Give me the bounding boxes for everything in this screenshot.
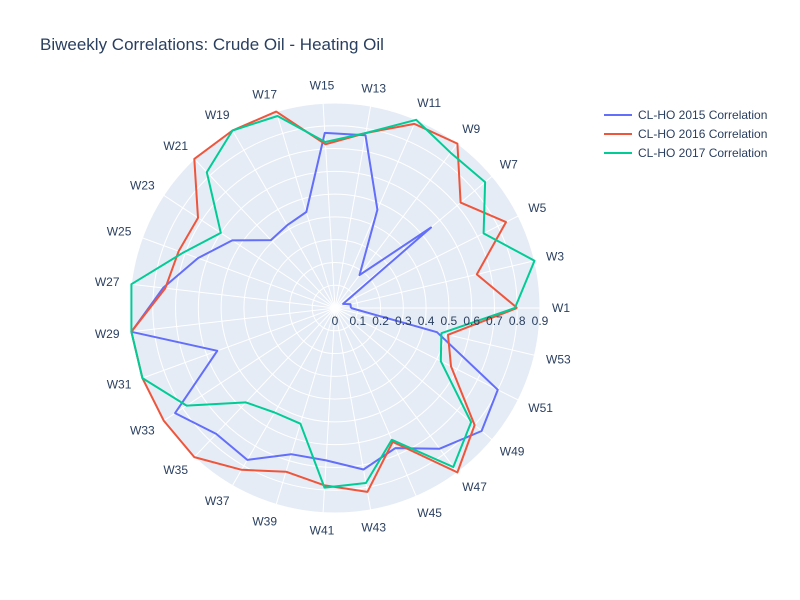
- radial-gridline: [152, 125, 518, 491]
- angular-tick-label: W15: [310, 78, 335, 92]
- angular-tick-label: W19: [205, 108, 230, 122]
- angular-gridline: [193, 307, 336, 458]
- angular-gridline: [142, 237, 336, 309]
- angular-tick-label: W25: [107, 225, 132, 239]
- radial-gridline: [266, 239, 404, 377]
- angular-gridline: [275, 111, 336, 309]
- angular-tick-label: W21: [163, 139, 188, 153]
- angular-tick-label: W41: [310, 524, 335, 538]
- angular-gridline: [334, 143, 458, 309]
- angular-tick-label: W5: [528, 201, 546, 215]
- legend-item-2[interactable]: CL-HO 2016 Correlation: [604, 127, 767, 141]
- angular-gridline: [334, 260, 535, 309]
- angular-tick-label: W53: [546, 352, 571, 366]
- radial-tick-label: 0.6: [463, 314, 480, 328]
- angular-gridline: [193, 158, 336, 309]
- angular-tick-label: W13: [361, 81, 386, 95]
- angular-tick-label: W9: [462, 122, 480, 136]
- angular-tick-label: W31: [107, 377, 132, 391]
- radial-tick-label: 0: [332, 314, 339, 328]
- angular-tick-label: W39: [252, 515, 277, 529]
- angular-tick-label: W37: [205, 494, 230, 508]
- angular-tick-label: W49: [500, 444, 525, 458]
- angular-gridline: [334, 106, 372, 309]
- series-line-3[interactable]: [130, 115, 536, 489]
- chart-title: Biweekly Correlations: Crude Oil - Heati…: [40, 35, 384, 54]
- radial-tick-label: 0.8: [509, 314, 526, 328]
- angular-tick-label: W33: [130, 424, 155, 438]
- angular-gridline: [334, 215, 519, 309]
- angular-gridline: [232, 307, 336, 486]
- angular-gridline: [334, 307, 372, 510]
- angular-gridline: [163, 194, 336, 309]
- angular-gridline: [322, 307, 336, 513]
- radial-tick-label: 0.4: [418, 314, 435, 328]
- radial-gridline: [175, 148, 495, 468]
- legend-label: CL-HO 2015 Correlation: [638, 108, 767, 122]
- angular-tick-label: W29: [95, 327, 120, 341]
- radial-gridline: [129, 102, 541, 514]
- angular-tick-label: W47: [462, 480, 487, 494]
- angular-tick-label: W51: [528, 401, 553, 415]
- radial-tick-label: 0.5: [441, 314, 458, 328]
- legend-item-3[interactable]: CL-HO 2017 Correlation: [604, 146, 767, 160]
- angular-tick-label: W27: [95, 275, 120, 289]
- radial-tick-label: 0.2: [372, 314, 389, 328]
- radial-gridline: [288, 261, 382, 355]
- angular-gridline: [334, 307, 458, 473]
- legend[interactable]: CL-HO 2015 Correlation CL-HO 2016 Correla…: [604, 108, 767, 160]
- angular-tick-label: W35: [163, 463, 188, 477]
- angular-gridline: [322, 103, 336, 309]
- angular-gridline: [334, 307, 417, 497]
- legend-item-1[interactable]: CL-HO 2015 Correlation: [604, 108, 767, 122]
- radial-tick-label: 0.1: [349, 314, 366, 328]
- series-line-2[interactable]: [130, 110, 518, 493]
- angular-tick-label: W17: [252, 87, 277, 101]
- legend-label: CL-HO 2016 Correlation: [638, 127, 767, 141]
- radial-gridline: [197, 170, 473, 446]
- angular-tick-label: W45: [417, 506, 442, 520]
- axis-labels: W1 W3 W5 W7 W9 W11 W13 W15 W17 W19 W21 W23 W25 W27 W29…: [95, 78, 571, 537]
- angular-tick-label: W3: [546, 250, 564, 264]
- radial-tick-label: 0.3: [395, 314, 412, 328]
- angular-gridline: [163, 307, 336, 422]
- polar-grid: [129, 102, 541, 514]
- radial-tick-label: 0.9: [532, 314, 549, 328]
- series-layer: [130, 110, 536, 493]
- angular-gridline: [131, 307, 336, 333]
- angular-tick-label: W43: [361, 521, 386, 535]
- angular-tick-label: W1: [552, 301, 570, 315]
- angular-tick-label: W11: [417, 96, 441, 110]
- legend-label: CL-HO 2017 Correlation: [638, 146, 767, 160]
- radial-gridline: [311, 284, 359, 332]
- angular-tick-label: W7: [500, 158, 518, 172]
- radial-tick-label: 0.7: [486, 314, 503, 328]
- angular-gridline: [232, 130, 336, 309]
- angular-gridline: [142, 307, 336, 379]
- angular-tick-label: W23: [130, 179, 155, 193]
- radial-gridline: [220, 193, 450, 423]
- angular-gridline: [334, 307, 519, 401]
- radial-gridline: [243, 216, 427, 400]
- angular-gridline: [334, 307, 493, 441]
